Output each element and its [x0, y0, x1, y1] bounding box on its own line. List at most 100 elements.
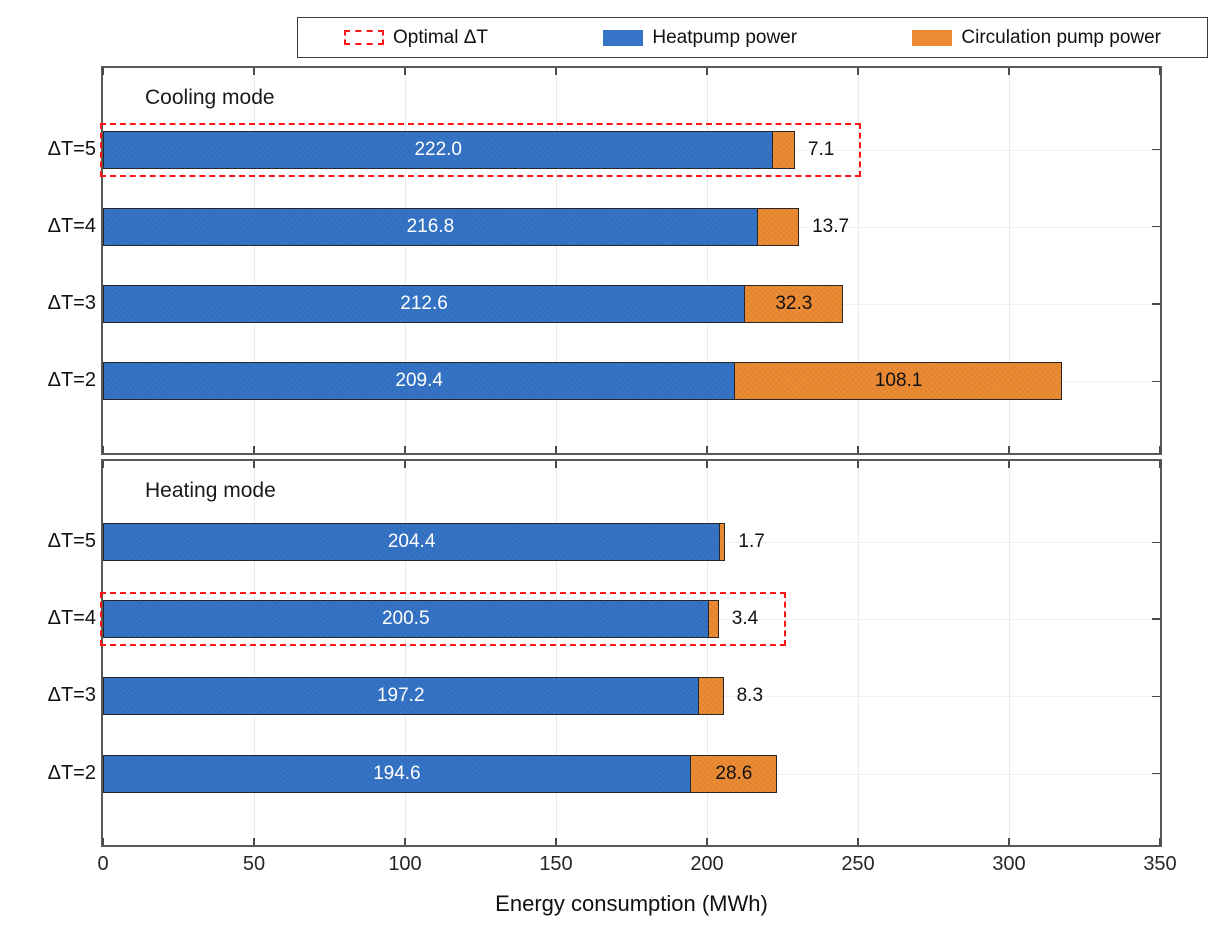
y-axis-tick — [1152, 225, 1160, 228]
circulation-pump-power-swatch-icon — [912, 29, 953, 46]
circulation-bar-segment — [697, 677, 724, 716]
optimal-dt-swatch-icon — [344, 30, 384, 45]
row-label: ΔT=2 — [47, 369, 96, 392]
circulation-value-label: 8.3 — [736, 685, 764, 707]
heatpump-value-label: 222.0 — [414, 138, 462, 160]
x-axis-tick — [1159, 461, 1161, 468]
grid-vline — [556, 461, 557, 845]
y-axis-tick — [1152, 618, 1160, 620]
heatpump-value-label: 200.5 — [381, 608, 430, 630]
optimal-dt-box — [100, 592, 786, 647]
heatpump-power-swatch-icon — [603, 29, 644, 46]
circulation-value-label: 3.4 — [731, 608, 759, 630]
x-axis-tick — [1159, 68, 1161, 75]
circulation-bar-segment — [689, 754, 778, 793]
legend-item-circulation-pump-power: Circulation pump power — [912, 27, 1161, 49]
legend-item-heatpump-power: Heatpump power — [603, 27, 797, 49]
x-axis-tick — [555, 446, 557, 453]
row-label: ΔT=4 — [47, 214, 96, 237]
x-axis-tick — [555, 461, 557, 468]
grid-vline — [858, 68, 859, 453]
optimal-dt-box — [100, 122, 862, 177]
x-axis-tick — [102, 461, 104, 468]
heatpump-bar-segment — [103, 677, 699, 716]
x-axis-tick — [1008, 461, 1010, 468]
x-axis-tick — [857, 68, 859, 75]
heatpump-bar-segment — [103, 207, 758, 246]
row-label: ΔT=4 — [47, 607, 96, 630]
y-axis-tick — [1152, 148, 1160, 151]
y-axis-tick — [1152, 695, 1160, 698]
heatpump-value-label: 212.6 — [400, 293, 448, 314]
x-axis-tick — [1159, 838, 1161, 845]
x-axis-tick — [706, 68, 708, 75]
circulation-value-label: 1.7 — [738, 531, 765, 553]
x-axis-tick — [102, 68, 104, 75]
heatpump-bar-segment — [103, 600, 709, 639]
x-axis-tick — [706, 446, 708, 453]
heatpump-value-label: 204.4 — [387, 531, 436, 553]
x-tick-label: 300 — [992, 853, 1026, 875]
circulation-value-label: 13.7 — [812, 215, 850, 237]
panel-title: Cooling mode — [145, 86, 275, 109]
heatpump-bar-segment — [103, 523, 721, 562]
heatpump-value-label: 209.4 — [395, 370, 443, 392]
row-label: ΔT=5 — [47, 530, 96, 553]
circulation-bar-segment — [707, 600, 719, 639]
circulation-value-label: 28.6 — [715, 762, 753, 784]
grid-vline — [1009, 461, 1010, 845]
heatpump-value-label: 197.2 — [376, 685, 425, 707]
x-axis-tick — [404, 838, 406, 845]
x-axis-tick — [253, 68, 255, 75]
y-axis-tick — [1152, 772, 1160, 775]
x-axis-tick — [857, 461, 859, 468]
x-tick-label: 0 — [97, 853, 109, 875]
x-tick-label: 100 — [388, 853, 422, 875]
x-axis-tick — [102, 446, 104, 453]
x-tick-label: 150 — [539, 853, 573, 875]
panel-border — [101, 459, 1162, 847]
heatpump-bar-segment — [103, 130, 774, 169]
x-axis-tick — [253, 446, 255, 453]
grid-vline — [1009, 68, 1010, 453]
circulation-bar-segment — [719, 523, 726, 562]
heatpump-value-label: 194.6 — [373, 762, 421, 784]
x-axis-tick — [1008, 446, 1010, 453]
x-axis-tick — [1159, 446, 1161, 453]
legend-label-circulation-pump-power: Circulation pump power — [961, 26, 1161, 48]
circulation-bar-segment — [772, 130, 795, 169]
row-label: ΔT=5 — [47, 137, 96, 160]
grid-vline — [405, 68, 406, 453]
x-axis-tick — [555, 68, 557, 75]
circulation-bar-segment — [756, 207, 800, 246]
circulation-value-label: 7.1 — [807, 138, 835, 160]
x-tick-label: 50 — [242, 853, 266, 875]
row-label: ΔT=3 — [47, 684, 96, 707]
grid-vline — [707, 461, 708, 845]
grid-vline — [707, 68, 708, 453]
heatpump-bar-segment — [103, 754, 691, 793]
x-axis-tick — [1008, 838, 1010, 845]
row-label: ΔT=2 — [47, 761, 96, 784]
x-axis-tick — [857, 838, 859, 845]
panel-border — [101, 66, 1162, 455]
legend-label-optimal-dt: Optimal ΔT — [393, 26, 489, 48]
x-tick-label: 200 — [690, 853, 724, 875]
panel-title: Heating mode — [145, 479, 276, 502]
x-axis-tick — [555, 838, 557, 845]
y-axis-tick — [1152, 380, 1160, 383]
circulation-bar-segment — [734, 362, 1062, 401]
x-axis-tick — [857, 446, 859, 453]
x-tick-label: 250 — [841, 853, 875, 875]
grid-vline — [858, 461, 859, 845]
grid-vline — [405, 461, 406, 845]
grid-vline — [556, 68, 557, 453]
grid-vline — [254, 68, 255, 453]
x-axis-tick — [404, 446, 406, 453]
y-axis-tick — [1152, 541, 1160, 544]
circulation-value-label: 32.3 — [775, 293, 813, 314]
heatpump-bar-segment — [103, 362, 736, 401]
x-axis-tick — [102, 838, 104, 845]
grid-vline — [254, 461, 255, 845]
x-axis-tick — [253, 461, 255, 468]
